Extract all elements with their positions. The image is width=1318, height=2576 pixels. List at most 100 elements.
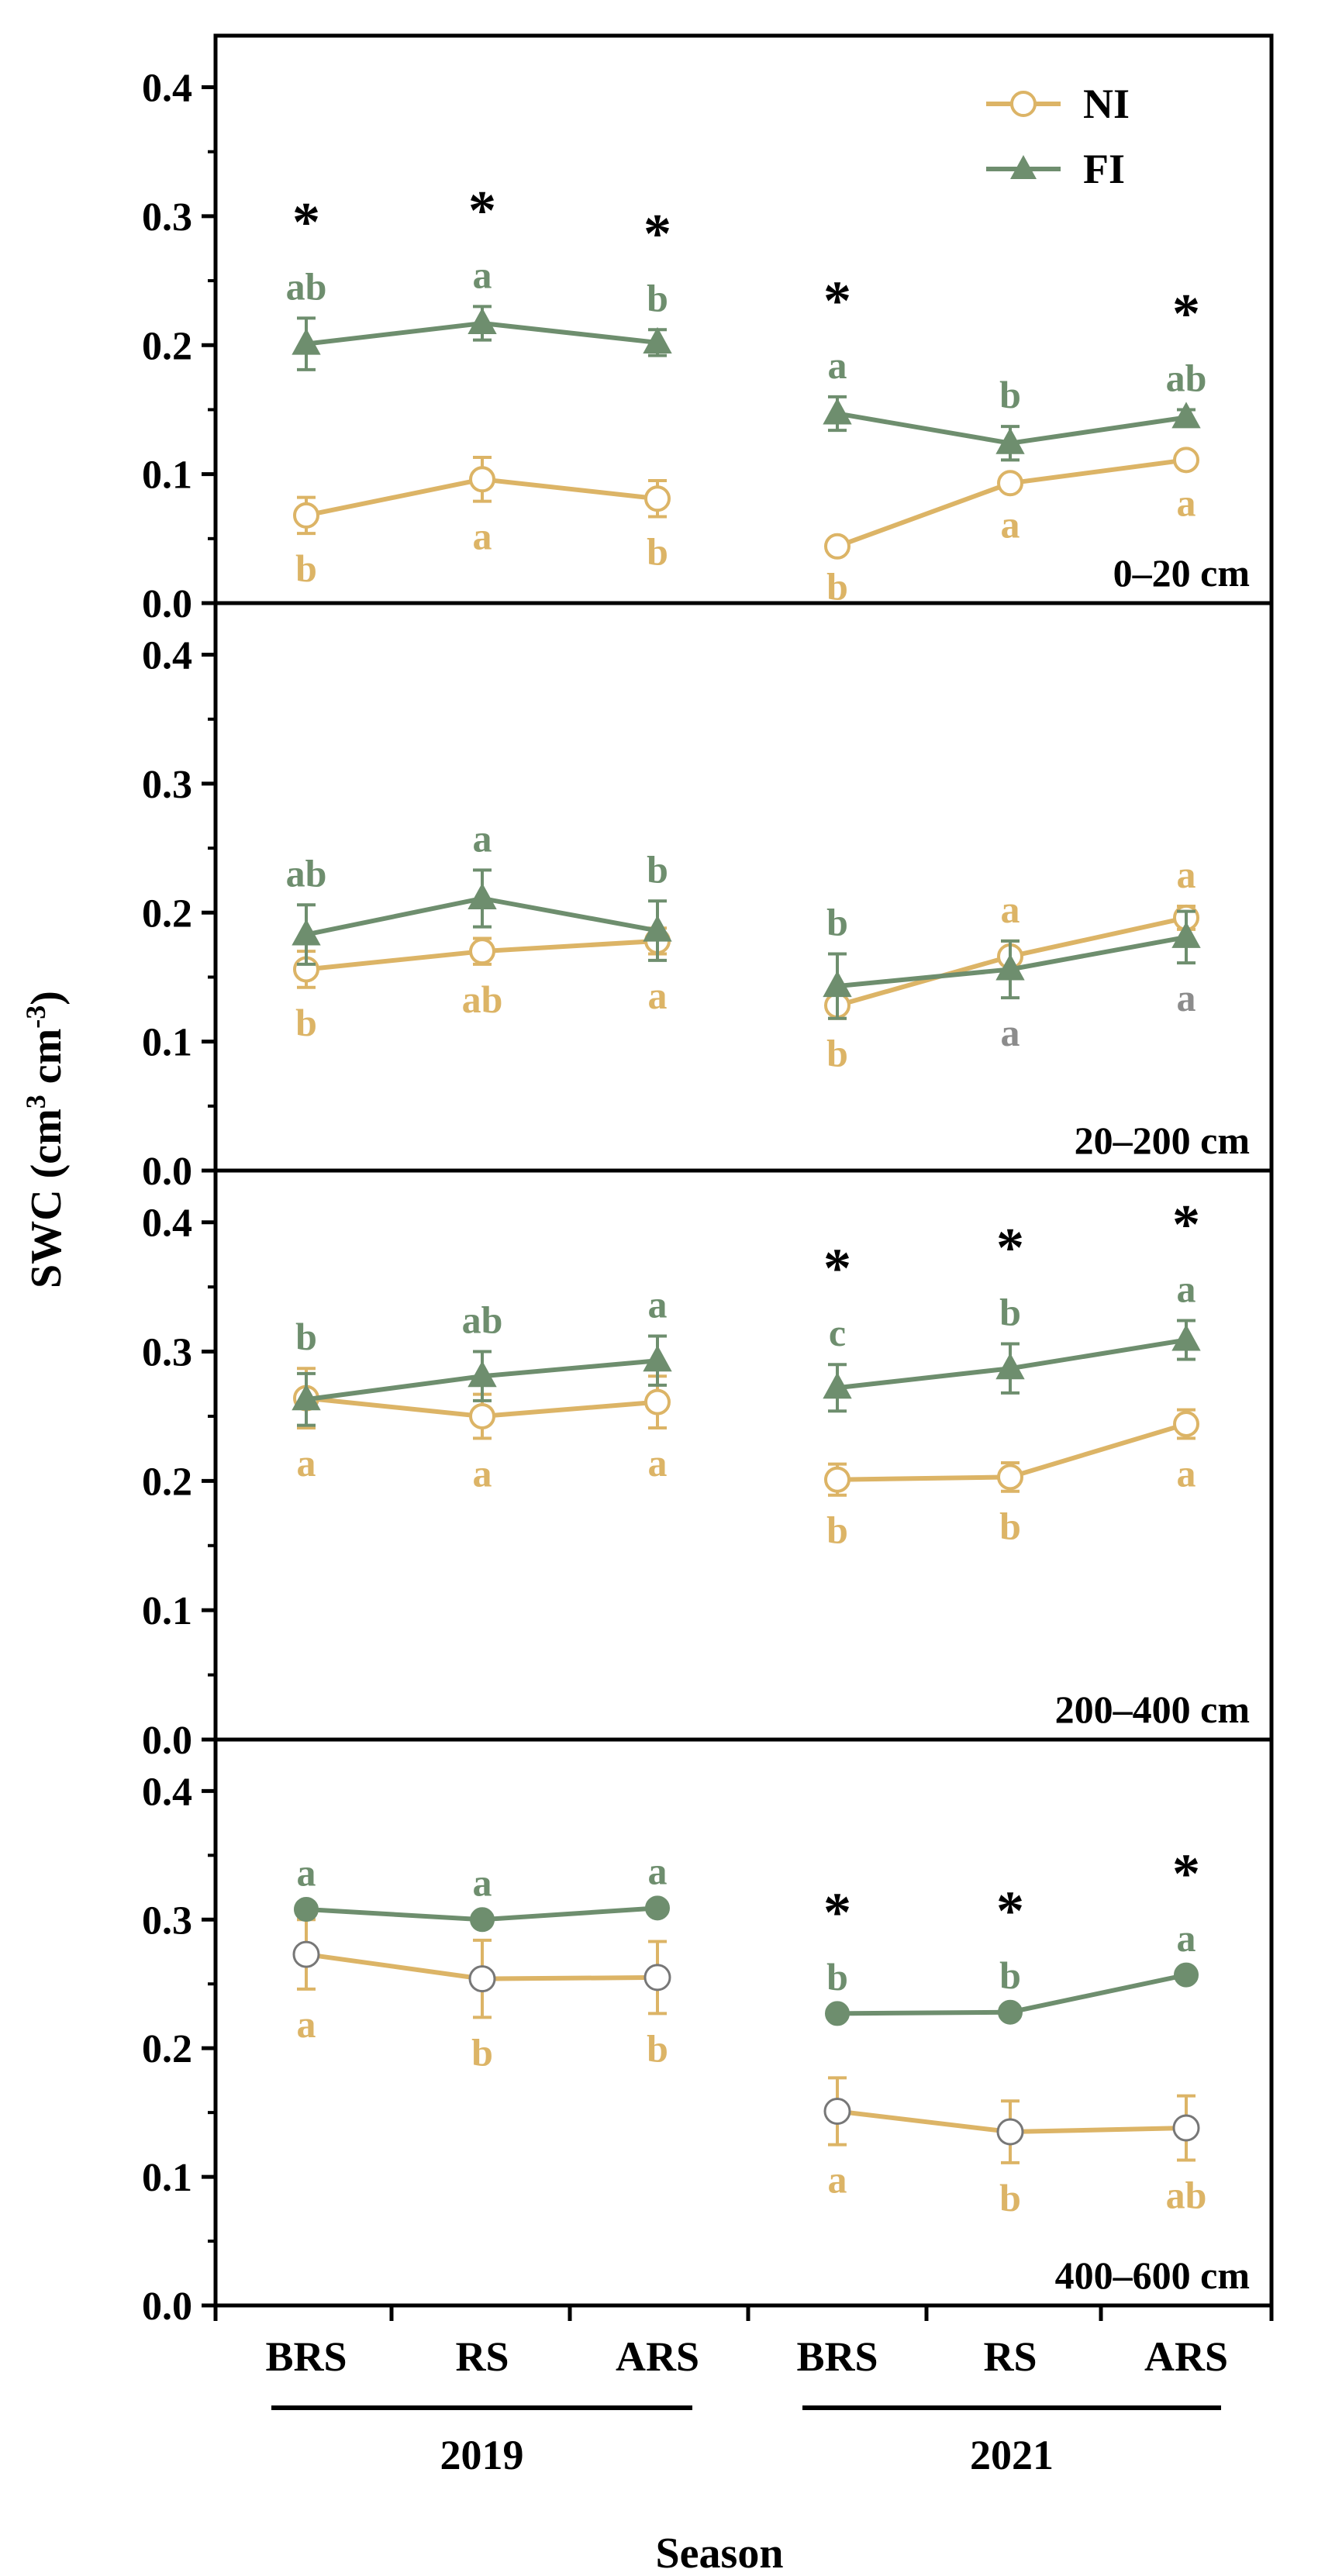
significance-star: * [996, 1880, 1024, 1942]
data-point [470, 1907, 495, 1933]
letter-fi: a [473, 253, 492, 296]
significance-star: * [1172, 282, 1200, 344]
y-tick-label: 0.2 [142, 2027, 192, 2071]
letter-ni: b [647, 2026, 668, 2070]
data-point [1173, 1410, 1199, 1437]
significance-star: * [996, 1217, 1024, 1279]
letter-ni: a [473, 1451, 492, 1495]
y-tick-label: 0.0 [142, 582, 192, 626]
letter-fi: b [999, 373, 1021, 416]
panel-frame [213, 1168, 1274, 1742]
data-point [645, 1895, 670, 1921]
y-tick-label: 0.2 [142, 891, 192, 936]
panel-frame [213, 1737, 1274, 2308]
letter-fi: c [829, 1311, 846, 1354]
data-point [469, 1402, 495, 1429]
letter-fi: b [826, 901, 848, 944]
data-point [823, 2097, 851, 2125]
series-fi [292, 1319, 1201, 1427]
ylabel-part: ) [22, 991, 71, 1005]
data-point [1174, 1962, 1199, 1988]
letter-ni: a [297, 2002, 316, 2046]
y-tick-label: 0.0 [142, 1719, 192, 1763]
letter-ni: a [1177, 853, 1196, 896]
year-label: 2021 [970, 2432, 1054, 2478]
y-tick-label: 0.4 [142, 1770, 192, 1814]
data-point [643, 326, 672, 353]
y-tick-label: 0.3 [142, 763, 192, 807]
legend-label-fi: FI [1083, 146, 1125, 192]
significance-star: * [1172, 1843, 1200, 1905]
letter-ni: a [1001, 888, 1020, 931]
data-point [995, 1353, 1025, 1380]
letter-fi: b [999, 1291, 1021, 1334]
y-tick-label: 0.1 [142, 1589, 192, 1633]
series-ni [293, 447, 1199, 560]
x-tick-label: RS [455, 2333, 509, 2380]
letter-ni: a [1001, 503, 1020, 547]
legend-marker-ni [1010, 91, 1037, 117]
letter-ni: b [999, 2176, 1021, 2219]
panel-frame [213, 601, 1274, 1173]
letter-fi: b [647, 847, 668, 891]
data-point [292, 919, 321, 946]
letter-fi: b [647, 276, 668, 319]
letter-fi: a [1177, 1916, 1196, 1960]
y-tick-label: 0.4 [142, 634, 192, 678]
series-ni [292, 1918, 1200, 2164]
data-point [1172, 2114, 1200, 2142]
x-tick-label: ARS [616, 2333, 699, 2380]
y-tick-label: 0.2 [142, 324, 192, 368]
data-point [995, 953, 1025, 981]
letter-fi: a [473, 816, 492, 860]
depth-label: 0–20 cm [1113, 551, 1250, 595]
letter-fi: ab [286, 264, 327, 308]
data-point [1173, 447, 1199, 474]
year-label: 2019 [440, 2432, 524, 2478]
y-axis-label: SWC (cm3 cm-3) [20, 991, 71, 1288]
x-axis: BRS RS ARS BRS RS ARS 2019 2021 [213, 2305, 1274, 2478]
data-point [643, 1964, 671, 1991]
letter-ni: a [648, 1441, 668, 1485]
data-point [468, 307, 497, 334]
ylabel-superscript: -3 [20, 1005, 51, 1029]
y-tick-label: 0.1 [142, 1021, 192, 1065]
ylabel-part: cm [22, 1029, 71, 1095]
significance-star: * [823, 270, 851, 332]
legend: NI FI [986, 81, 1130, 192]
y-tick-label: 0.4 [142, 1202, 192, 1246]
letter-fi: b [999, 1954, 1021, 1997]
significance-star: * [468, 179, 496, 241]
y-tick-label: 0.1 [142, 453, 192, 498]
y-tick-label: 0.1 [142, 2156, 192, 2200]
significance-star: * [292, 191, 320, 253]
letter-ni: b [826, 1032, 848, 1075]
x-tick-label: BRS [796, 2333, 878, 2380]
letter-fi: a [648, 1850, 668, 1893]
data-point [995, 427, 1025, 454]
significance-star: * [823, 1881, 851, 1943]
data-point [468, 882, 497, 909]
letter-ni: ab [462, 978, 503, 1021]
data-point [292, 1940, 320, 1968]
y-tick-label: 0.3 [142, 1331, 192, 1375]
data-point [292, 1384, 321, 1411]
data-point [468, 1965, 496, 1993]
series-fi [292, 868, 1201, 1020]
series-fi [294, 1895, 1199, 2026]
letter-ni: ab [1166, 2174, 1207, 2217]
letter-ni: b [295, 547, 317, 590]
letter-ni: b [999, 1505, 1021, 1548]
y-tick-label: 0.3 [142, 1898, 192, 1943]
letter-ni: a [473, 515, 492, 558]
legend-label-ni: NI [1083, 81, 1130, 127]
ylabel-superscript: 3 [20, 1095, 51, 1109]
x-axis-label: Season [656, 2529, 784, 2576]
y-tick-label: 0.3 [142, 195, 192, 240]
